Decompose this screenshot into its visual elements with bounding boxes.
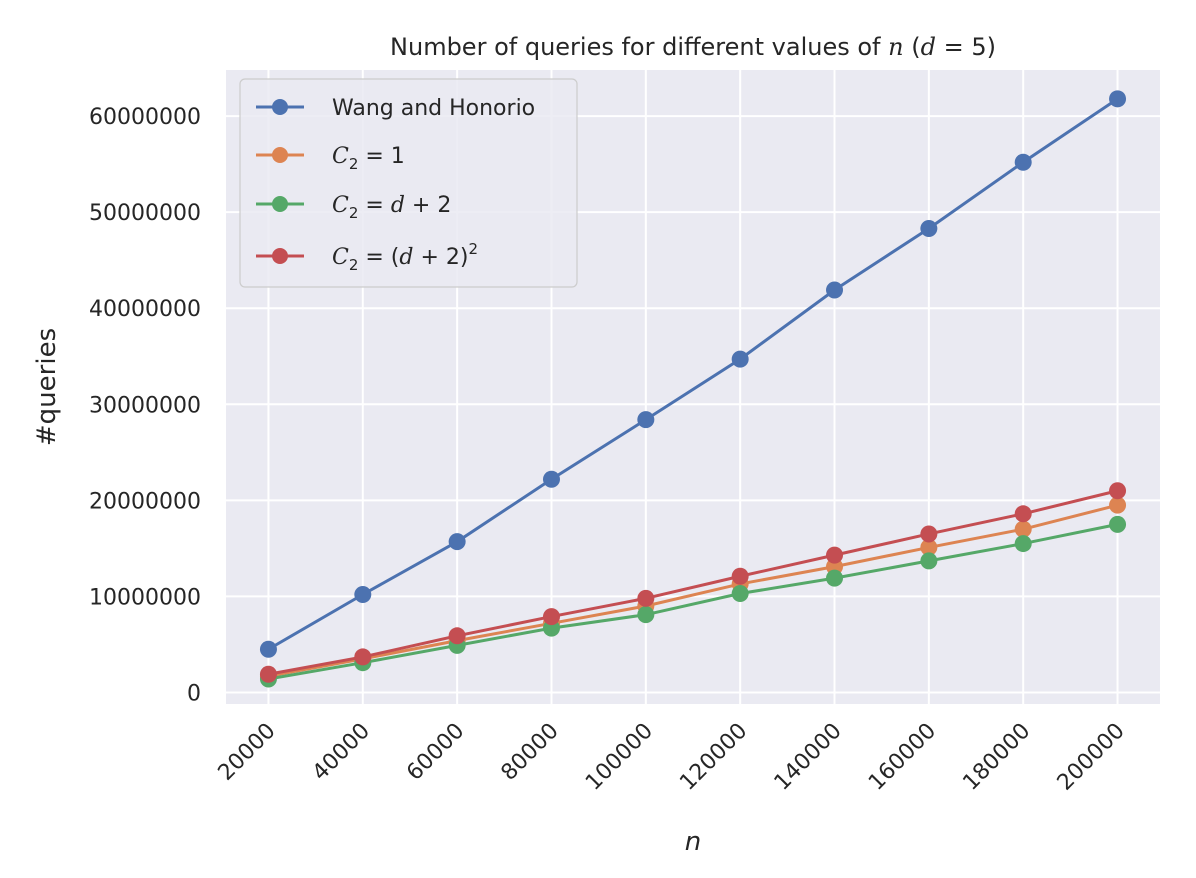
data-point-c2-d-plus-2 xyxy=(1014,535,1032,553)
legend-marker-c2-1 xyxy=(272,147,288,163)
data-point-c2-d-plus-2-squared xyxy=(1014,505,1032,523)
data-point-c2-d-plus-2-squared xyxy=(542,608,560,626)
data-point-c2-d-plus-2 xyxy=(920,552,938,570)
y-tick-labels: 0 10000000 20000000 30000000 40000000 5000000… xyxy=(89,105,201,706)
data-point-c2-d-plus-2 xyxy=(637,606,655,624)
legend-marker-c2-d-plus-2 xyxy=(272,196,288,212)
data-point-wang xyxy=(448,533,466,551)
data-point-c2-1 xyxy=(1109,496,1127,514)
series-wang xyxy=(259,90,1127,658)
data-point-c2-d-plus-2-squared xyxy=(637,589,655,607)
data-point-c2-d-plus-2-squared xyxy=(259,665,277,683)
legend-label-c2-d-plus-2: C2 = d + 2 xyxy=(332,193,451,222)
data-point-wang xyxy=(637,411,655,429)
data-point-c2-d-plus-2 xyxy=(826,569,844,587)
legend: Wang and Honorio C2 = 1 C2 = d + 2 C2 = … xyxy=(239,78,578,288)
x-tick-label: 120000 xyxy=(675,719,752,796)
x-tick-label: 140000 xyxy=(770,719,847,796)
series-line-c2-1 xyxy=(268,503,1118,678)
legend-box xyxy=(239,78,578,288)
y-tick-label: 20000000 xyxy=(89,489,201,514)
data-point-wang xyxy=(920,220,938,237)
x-tick-label: 60000 xyxy=(402,719,469,786)
series-layer xyxy=(259,90,1127,688)
data-point-c2-d-plus-2-squared xyxy=(826,546,844,564)
y-tick-label: 60000000 xyxy=(89,105,201,130)
data-point-wang xyxy=(354,585,372,603)
chart-title: Number of queries for different values o… xyxy=(390,33,996,61)
data-point-wang xyxy=(259,640,277,658)
data-point-wang xyxy=(542,470,560,488)
x-tick-label: 100000 xyxy=(581,719,658,796)
data-point-wang xyxy=(731,350,749,368)
data-point-c2-d-plus-2-squared xyxy=(920,525,938,543)
data-point-c2-d-plus-2 xyxy=(1109,515,1127,533)
legend-label-c2-1: C2 = 1 xyxy=(332,144,405,173)
x-tick-label: 20000 xyxy=(214,719,281,786)
x-tick-label: 40000 xyxy=(308,719,375,786)
x-axis-label: n xyxy=(685,827,701,857)
legend-label-c2-d-plus-2-squared: C2 = (d + 2)2 xyxy=(332,240,478,274)
series-line-c2-d-plus-2 xyxy=(268,522,1118,681)
y-tick-label: 0 xyxy=(187,681,201,706)
data-point-c2-1 xyxy=(920,538,938,556)
data-point-wang xyxy=(1109,90,1127,108)
legend-marker-c2-d-plus-2-squared xyxy=(272,248,288,264)
y-tick-label: 30000000 xyxy=(89,393,201,418)
data-point-c2-1 xyxy=(1014,520,1032,538)
y-tick-label: 40000000 xyxy=(89,297,201,322)
x-tick-label: 180000 xyxy=(958,719,1035,796)
x-tick-label: 200000 xyxy=(1053,719,1130,796)
legend-marker-wang xyxy=(272,99,288,115)
data-point-c2-d-plus-2-squared xyxy=(354,648,372,666)
data-point-c2-d-plus-2-squared xyxy=(1109,482,1127,500)
data-point-c2-d-plus-2 xyxy=(731,585,749,603)
data-point-wang xyxy=(1014,153,1032,171)
y-axis-label: #queries xyxy=(32,328,62,446)
x-tick-labels: 20000 40000 60000 80000 100000 120000 140000 16… xyxy=(214,719,1130,796)
data-point-wang xyxy=(826,281,844,299)
series-c2-d-plus-2-squared xyxy=(259,482,1127,683)
series-line-c2-d-plus-2-squared xyxy=(268,489,1118,676)
x-tick-label: 80000 xyxy=(497,719,564,786)
x-tick-label: 160000 xyxy=(864,719,941,796)
y-tick-label: 50000000 xyxy=(89,201,201,226)
series-line-wang xyxy=(267,97,1119,651)
data-point-c2-d-plus-2-squared xyxy=(448,627,466,645)
y-tick-label: 10000000 xyxy=(89,585,201,610)
data-point-c2-d-plus-2-squared xyxy=(731,567,749,585)
legend-label-wang: Wang and Honorio xyxy=(332,96,535,121)
